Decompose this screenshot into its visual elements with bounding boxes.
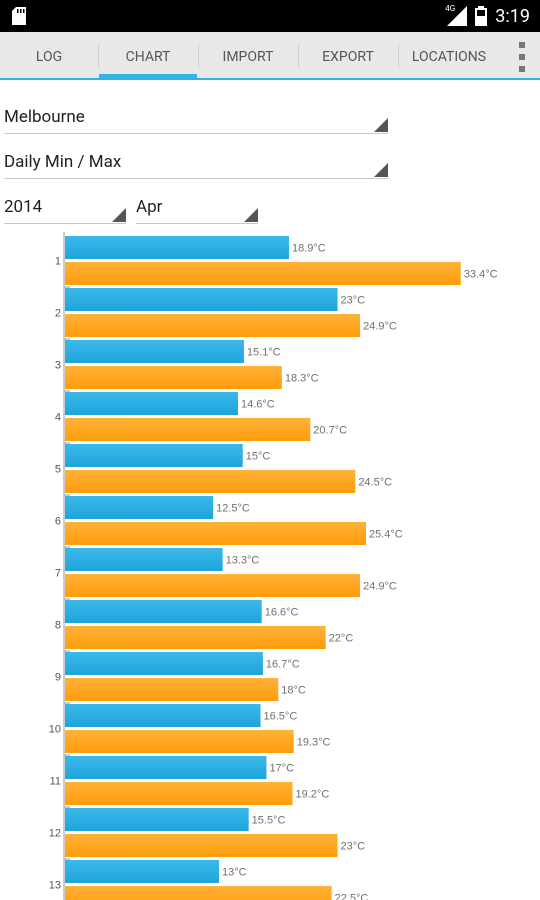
status-bar: 4G 3:19 bbox=[0, 0, 540, 32]
min-temp-label: 16.7°C bbox=[266, 659, 300, 671]
min-temp-label: 15.5°C bbox=[252, 815, 286, 827]
tab-chart[interactable]: CHART bbox=[99, 32, 197, 80]
max-temp-label: 33.4°C bbox=[464, 269, 498, 281]
max-temp-label: 25.4°C bbox=[369, 529, 403, 541]
max-temp-bar bbox=[65, 262, 461, 285]
min-temp-bar bbox=[65, 392, 239, 415]
category-label: 3 bbox=[55, 360, 61, 372]
category-label: 12 bbox=[49, 828, 61, 840]
dropdown-arrow-icon bbox=[112, 208, 126, 222]
min-temp-label: 16.6°C bbox=[265, 607, 299, 619]
min-temp-bar bbox=[65, 340, 244, 363]
tab-divider bbox=[98, 44, 99, 68]
bar-chart: 1 18.9°C 33.4°C 2 23°C 24.9°C 3 15.1°C 18.3°C 4 14… bbox=[49, 232, 498, 900]
max-temp-bar bbox=[65, 626, 326, 649]
min-temp-label: 13.3°C bbox=[226, 555, 260, 567]
location-spinner[interactable]: Melbourne bbox=[4, 100, 388, 134]
tab-divider bbox=[298, 44, 299, 68]
max-temp-bar bbox=[65, 782, 293, 805]
network-type: 4G bbox=[445, 4, 456, 13]
min-temp-label: 14.6°C bbox=[241, 399, 275, 411]
dropdown-arrow-icon bbox=[374, 163, 388, 177]
max-temp-label: 22°C bbox=[329, 633, 354, 645]
temperature-chart: 1 18.9°C 33.4°C 2 23°C 24.9°C 3 15.1°C 18.3°C 4 14… bbox=[0, 232, 540, 900]
min-temp-bar bbox=[65, 236, 289, 259]
min-temp-bar bbox=[65, 704, 261, 727]
overflow-menu-icon[interactable] bbox=[518, 42, 526, 72]
min-temp-bar bbox=[65, 756, 267, 779]
sd-card-icon bbox=[12, 7, 26, 25]
tab-bar: LOG CHART IMPORT EXPORT LOCATIONS bbox=[0, 32, 540, 80]
min-temp-label: 17°C bbox=[269, 763, 294, 775]
min-temp-bar bbox=[65, 496, 214, 519]
max-temp-label: 22.5°C bbox=[335, 893, 369, 900]
min-temp-label: 15.1°C bbox=[247, 347, 281, 359]
tab-import[interactable]: IMPORT bbox=[222, 49, 274, 65]
tab-log[interactable]: LOG bbox=[35, 49, 63, 65]
max-temp-label: 24.5°C bbox=[358, 477, 392, 489]
max-temp-bar bbox=[65, 678, 279, 701]
location-value: Melbourne bbox=[4, 107, 85, 127]
month-value: Apr bbox=[136, 197, 163, 217]
min-temp-bar bbox=[65, 600, 262, 623]
category-label: 6 bbox=[55, 516, 61, 528]
max-temp-bar bbox=[65, 834, 338, 857]
category-label: 13 bbox=[49, 880, 61, 892]
category-label: 1 bbox=[55, 256, 61, 268]
max-temp-bar bbox=[65, 886, 332, 900]
max-temp-label: 24.9°C bbox=[363, 321, 397, 333]
max-temp-bar bbox=[65, 366, 282, 389]
mode-value: Daily Min / Max bbox=[4, 152, 122, 172]
min-temp-label: 23°C bbox=[341, 295, 366, 307]
min-temp-label: 13°C bbox=[222, 867, 247, 879]
max-temp-bar bbox=[65, 574, 361, 597]
min-temp-bar bbox=[65, 548, 223, 571]
year-value: 2014 bbox=[4, 197, 43, 217]
max-temp-bar bbox=[65, 314, 361, 337]
min-temp-bar bbox=[65, 652, 263, 675]
max-temp-label: 18.3°C bbox=[285, 373, 319, 385]
max-temp-label: 20.7°C bbox=[313, 425, 347, 437]
min-temp-label: 18.9°C bbox=[292, 243, 326, 255]
category-label: 11 bbox=[50, 776, 61, 788]
category-label: 4 bbox=[55, 412, 61, 424]
category-label: 2 bbox=[55, 308, 61, 320]
max-temp-label: 18°C bbox=[281, 685, 306, 697]
min-temp-bar bbox=[65, 444, 243, 467]
max-temp-label: 19.3°C bbox=[297, 737, 331, 749]
max-temp-bar bbox=[65, 418, 311, 441]
max-temp-bar bbox=[65, 730, 294, 753]
month-spinner[interactable]: Apr bbox=[136, 190, 258, 224]
min-temp-bar bbox=[65, 808, 249, 831]
min-temp-label: 16.5°C bbox=[264, 711, 298, 723]
max-temp-label: 23°C bbox=[341, 841, 366, 853]
year-spinner[interactable]: 2014 bbox=[4, 190, 126, 224]
tab-locations[interactable]: LOCATIONS bbox=[411, 49, 487, 65]
category-label: 5 bbox=[55, 464, 61, 476]
dropdown-arrow-icon bbox=[374, 118, 388, 132]
signal-icon: 4G bbox=[445, 4, 468, 26]
clock: 3:19 bbox=[495, 5, 530, 27]
min-temp-bar bbox=[65, 860, 220, 883]
min-temp-label: 15°C bbox=[246, 451, 271, 463]
dropdown-arrow-icon bbox=[244, 208, 258, 222]
category-label: 10 bbox=[49, 724, 61, 736]
max-temp-label: 19.2°C bbox=[296, 789, 330, 801]
tab-divider bbox=[398, 44, 399, 68]
category-label: 8 bbox=[55, 620, 61, 632]
max-temp-bar bbox=[65, 470, 356, 493]
battery-icon bbox=[475, 6, 488, 26]
max-temp-label: 24.9°C bbox=[363, 581, 397, 593]
tab-export[interactable]: EXPORT bbox=[322, 49, 374, 65]
min-temp-bar bbox=[65, 288, 338, 311]
mode-spinner[interactable]: Daily Min / Max bbox=[4, 145, 388, 179]
max-temp-bar bbox=[65, 522, 366, 545]
tab-divider bbox=[198, 44, 199, 68]
category-label: 7 bbox=[55, 568, 61, 580]
category-label: 9 bbox=[55, 672, 61, 684]
min-temp-label: 12.5°C bbox=[216, 503, 250, 515]
